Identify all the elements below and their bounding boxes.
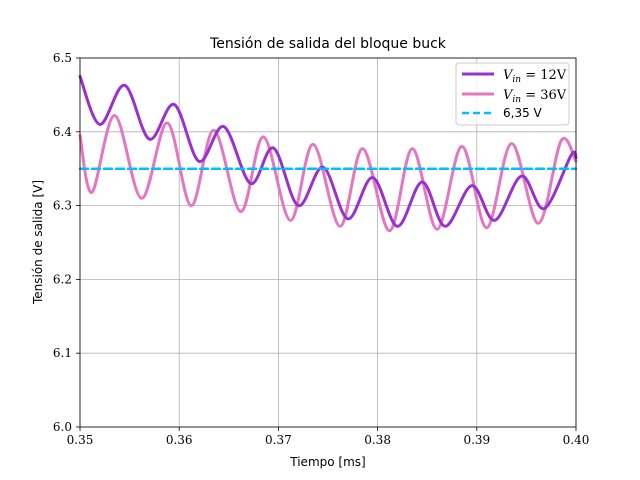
legend-label-series-0: Vin = 12V <box>503 68 567 85</box>
legend-box <box>455 62 570 126</box>
legend-label-series-2: 6,35 V <box>503 106 543 120</box>
y-tick-label: 6.1 <box>53 346 72 360</box>
x-tick-label: 0.36 <box>166 433 193 447</box>
series-group <box>78 74 578 233</box>
legend: Vin = 12V Vin = 36V 6,35 V <box>455 62 570 126</box>
x-tick-label: 0.37 <box>265 433 292 447</box>
x-axis-label: Tiempo [ms] <box>289 455 365 469</box>
x-tick-label: 0.38 <box>364 433 391 447</box>
y-tick-label: 6.0 <box>53 420 72 434</box>
y-tick-label: 6.4 <box>53 125 72 139</box>
x-tick-label: 0.35 <box>67 433 94 447</box>
chart-title: Tensión de salida del bloque buck <box>209 36 447 52</box>
grid <box>79 57 577 428</box>
legend-label-series-1: Vin = 36V <box>503 88 567 105</box>
y-tick-label: 6.2 <box>53 272 72 286</box>
y-axis-label: Tensión de salida [V] <box>31 180 45 305</box>
y-tick-label: 6.3 <box>53 199 72 213</box>
y-tick-label: 6.5 <box>53 51 72 65</box>
series-line-vin-36v <box>78 114 578 233</box>
plot-frame <box>79 57 577 428</box>
y-axis-ticks: 6.0 6.1 6.2 6.3 6.4 6.5 <box>53 51 80 434</box>
x-axis-ticks: 0.35 0.36 0.37 0.38 0.39 0.40 <box>67 427 590 447</box>
series-line-vin-12v <box>78 74 578 228</box>
x-tick-label: 0.39 <box>463 433 490 447</box>
x-tick-label: 0.40 <box>563 433 590 447</box>
